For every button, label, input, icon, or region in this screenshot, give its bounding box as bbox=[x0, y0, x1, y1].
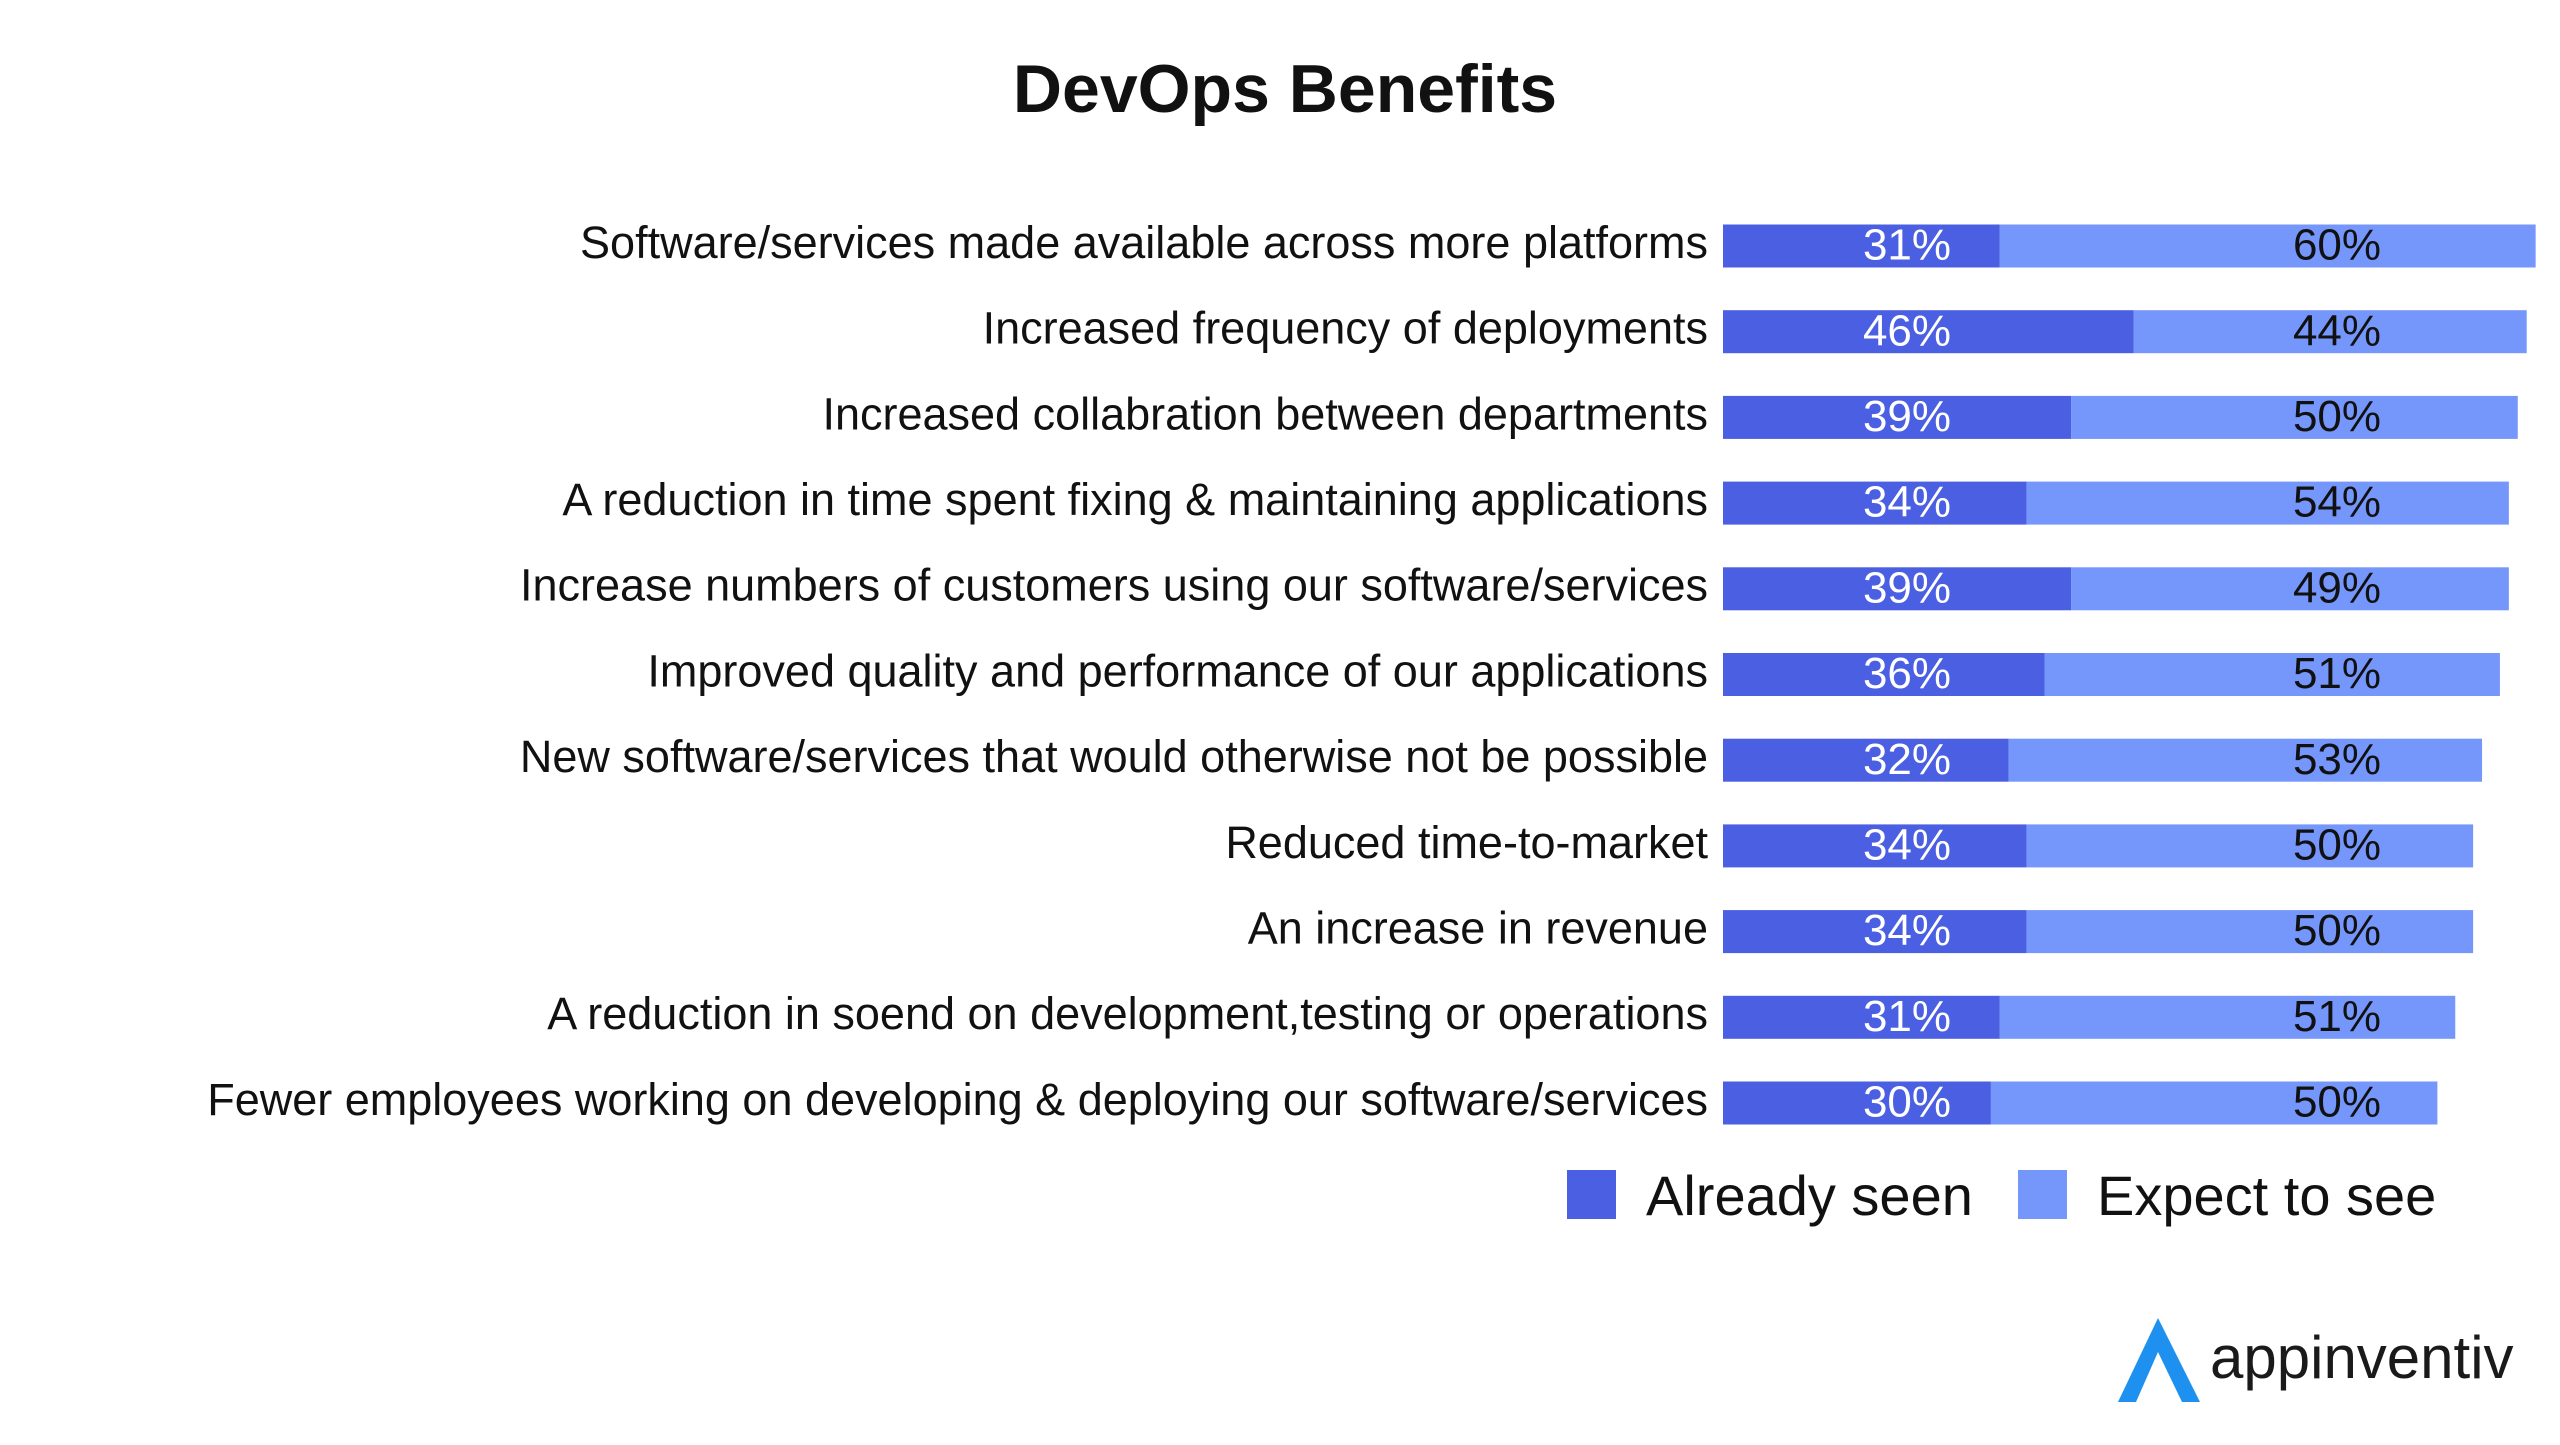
value-label: 39% bbox=[1863, 392, 1951, 441]
bar-segment bbox=[1723, 1081, 1991, 1125]
bar-segment bbox=[2133, 310, 2527, 354]
value-label: 49% bbox=[2293, 563, 2381, 612]
value-label: 46% bbox=[1863, 306, 1951, 355]
chart-title: DevOps Benefits bbox=[1013, 51, 1557, 127]
value-label: 30% bbox=[1863, 1078, 1951, 1127]
category-label: Increased collabration between departmen… bbox=[822, 388, 1708, 439]
legend-label: Expect to see bbox=[2097, 1164, 2436, 1227]
value-label: 50% bbox=[2293, 1078, 2381, 1127]
bar-segment bbox=[2008, 738, 2483, 782]
logo-text: appinventiv bbox=[2210, 1324, 2514, 1391]
category-label: Fewer employees working on developing & … bbox=[207, 1074, 1708, 1125]
category-label: Reduced time-to-market bbox=[1225, 817, 1708, 868]
legend-swatch bbox=[2018, 1170, 2067, 1219]
bar-segment bbox=[1723, 481, 2027, 525]
bar-segment bbox=[1990, 1081, 2438, 1125]
value-label: 34% bbox=[1863, 478, 1951, 527]
value-label: 51% bbox=[2293, 992, 2381, 1041]
value-label: 51% bbox=[2293, 649, 2381, 698]
logo: appinventiv bbox=[2118, 1318, 2514, 1402]
value-label: 32% bbox=[1863, 735, 1951, 784]
value-label: 60% bbox=[2293, 221, 2381, 270]
value-label: 31% bbox=[1863, 221, 1951, 270]
logo-icon bbox=[2118, 1318, 2200, 1402]
category-label: Improved quality and performance of our … bbox=[647, 645, 1708, 696]
value-label: 44% bbox=[2293, 306, 2381, 355]
category-label: An increase in revenue bbox=[1248, 902, 1708, 953]
bar-segment bbox=[1723, 653, 2045, 696]
bar-segment bbox=[2026, 824, 2474, 868]
bar-segment bbox=[2026, 910, 2474, 954]
value-label: 50% bbox=[2293, 906, 2381, 955]
bar-segment bbox=[2026, 481, 2509, 525]
bar-segment bbox=[1723, 567, 2072, 611]
bar-segment bbox=[1723, 738, 2009, 782]
value-label: 54% bbox=[2293, 478, 2381, 527]
legend-label: Already seen bbox=[1646, 1164, 1973, 1227]
category-label: Increased frequency of deployments bbox=[983, 303, 1708, 354]
category-label: A reduction in time spent fixing & maint… bbox=[562, 474, 1708, 525]
bar-segment bbox=[1999, 995, 2456, 1039]
category-label: Software/services made available across … bbox=[580, 217, 1708, 268]
value-label: 50% bbox=[2293, 821, 2381, 870]
value-label: 50% bbox=[2293, 392, 2381, 441]
bar-segment bbox=[1723, 995, 2000, 1039]
value-label: 53% bbox=[2293, 735, 2381, 784]
value-label: 34% bbox=[1863, 821, 1951, 870]
value-label: 31% bbox=[1863, 992, 1951, 1041]
bar-segment bbox=[1999, 224, 2536, 268]
bar-segment bbox=[1723, 824, 2027, 868]
bar-segment bbox=[1723, 310, 2134, 354]
bar-segment bbox=[2071, 395, 2518, 439]
bar-segment bbox=[2044, 653, 2500, 696]
bar-segment bbox=[1723, 224, 2000, 268]
category-label: A reduction in soend on development,test… bbox=[547, 988, 1708, 1039]
value-label: 34% bbox=[1863, 906, 1951, 955]
value-label: 39% bbox=[1863, 563, 1951, 612]
bar-segment bbox=[1723, 395, 2072, 439]
legend-swatch bbox=[1567, 1170, 1616, 1219]
bar-segment bbox=[2071, 567, 2509, 611]
category-label: Increase numbers of customers using our … bbox=[520, 560, 1708, 611]
value-label: 36% bbox=[1863, 649, 1951, 698]
category-label: New software/services that would otherwi… bbox=[520, 731, 1708, 782]
bar-segment bbox=[1723, 910, 2027, 954]
